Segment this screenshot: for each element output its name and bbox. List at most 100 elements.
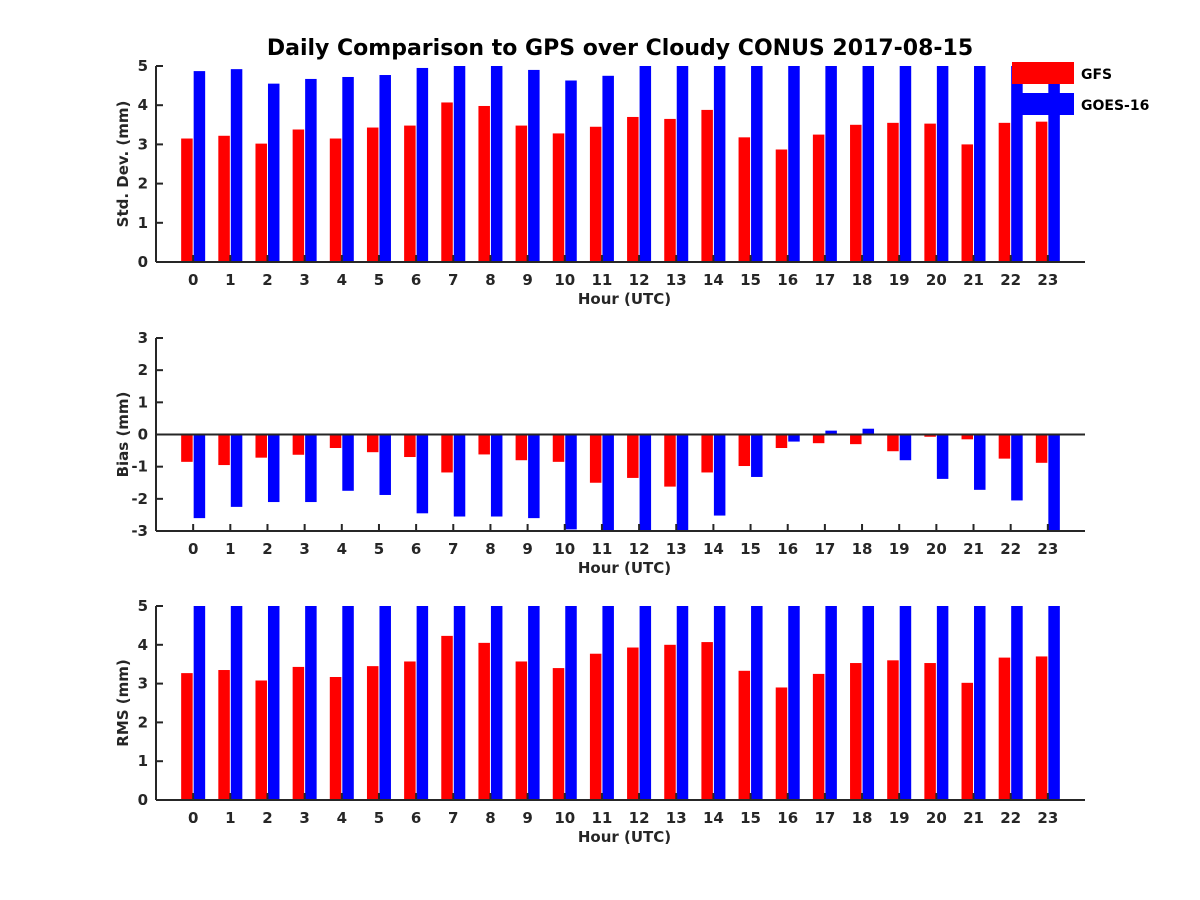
bar-goes-16-20: [936, 606, 949, 800]
x-tick-label: 7: [448, 809, 458, 827]
x-tick-label: 18: [852, 540, 873, 558]
bar-goes-16-10: [565, 80, 577, 262]
x-tick-label: 23: [1037, 809, 1058, 827]
bar-gfs-2: [255, 680, 267, 800]
bar-gfs-6: [404, 125, 416, 262]
legend-swatch-gfs: [1012, 62, 1074, 84]
bar-goes-16-4: [342, 76, 354, 262]
bar-goes-16-3: [305, 606, 317, 800]
bar-gfs-5: [366, 127, 379, 262]
x-tick-label: 1: [225, 809, 235, 827]
bar-gfs-0: [181, 673, 193, 800]
bar-goes-16-18: [862, 606, 875, 800]
bar-gfs-16: [775, 434, 788, 449]
bar-goes-16-12: [639, 434, 652, 531]
bar-goes-16-10: [565, 606, 577, 800]
bar-goes-16-0: [193, 606, 206, 800]
bar-goes-16-12: [639, 66, 652, 262]
x-tick-label: 12: [629, 271, 650, 289]
y-tick-label: 2: [138, 175, 148, 193]
bar-goes-16-5: [379, 75, 391, 263]
x-tick-label: 12: [629, 809, 650, 827]
x-tick-label: 23: [1037, 540, 1058, 558]
bar-gfs-22: [998, 122, 1011, 262]
bar-goes-16-2: [267, 83, 280, 262]
x-tick-label: 0: [188, 540, 198, 558]
y-tick-label: 2: [138, 361, 148, 379]
bar-gfs-4: [329, 677, 342, 800]
bar-gfs-14: [701, 109, 713, 263]
bar-gfs-23: [1035, 656, 1048, 800]
bar-gfs-16: [775, 687, 788, 800]
x-tick-label: 13: [666, 540, 687, 558]
bar-gfs-17: [812, 134, 825, 262]
bar-gfs-17: [812, 673, 825, 800]
legend-swatch-goes-16: [1012, 93, 1074, 115]
x-tick-label: 2: [262, 540, 272, 558]
bar-gfs-1: [218, 434, 230, 466]
bar-goes-16-16: [788, 434, 800, 442]
x-tick-label: 20: [926, 540, 947, 558]
bar-goes-16-4: [342, 434, 354, 491]
x-tick-label: 16: [777, 540, 798, 558]
bar-goes-16-22: [1011, 606, 1023, 800]
x-tick-label: 3: [299, 271, 309, 289]
bar-gfs-3: [292, 434, 305, 455]
bar-gfs-14: [701, 434, 713, 473]
x-tick-label: 1: [225, 271, 235, 289]
bar-gfs-21: [961, 682, 974, 800]
bar-gfs-13: [664, 118, 676, 262]
y-tick-label: 0: [138, 791, 148, 809]
bar-goes-16-5: [379, 434, 391, 495]
x-tick-label: 7: [448, 271, 458, 289]
bar-goes-16-22: [1011, 434, 1023, 501]
x-tick-label: 6: [411, 809, 421, 827]
bar-gfs-12: [627, 647, 639, 800]
bar-goes-16-6: [416, 606, 429, 800]
bar-gfs-3: [292, 666, 305, 800]
bar-goes-16-4: [342, 606, 354, 800]
y-axis-label: Bias (mm): [114, 392, 132, 478]
x-tick-label: 21: [963, 540, 984, 558]
x-tick-label: 5: [374, 809, 384, 827]
bar-goes-16-13: [676, 606, 689, 800]
bar-gfs-6: [404, 434, 416, 458]
x-tick-label: 11: [591, 540, 612, 558]
y-tick-label: -1: [131, 458, 148, 476]
bar-goes-16-8: [490, 606, 503, 800]
bar-gfs-13: [664, 644, 676, 800]
bar-goes-16-6: [416, 434, 429, 514]
x-tick-label: 21: [963, 809, 984, 827]
bar-goes-16-20: [936, 434, 949, 479]
bar-gfs-22: [998, 434, 1011, 459]
x-tick-label: 5: [374, 540, 384, 558]
bar-goes-16-19: [899, 66, 912, 262]
bar-goes-16-18: [862, 428, 875, 435]
bar-gfs-2: [255, 434, 267, 458]
x-tick-label: 6: [411, 271, 421, 289]
bar-gfs-10: [552, 434, 565, 462]
bar-goes-16-17: [825, 430, 837, 435]
bar-goes-16-11: [602, 434, 614, 531]
x-tick-label: 8: [485, 809, 495, 827]
bar-goes-16-5: [379, 606, 391, 800]
x-tick-label: 9: [522, 271, 532, 289]
bar-goes-16-1: [230, 606, 243, 800]
x-tick-label: 11: [591, 809, 612, 827]
bar-gfs-7: [441, 102, 453, 263]
bar-gfs-8: [478, 105, 490, 262]
y-tick-label: 5: [138, 597, 148, 615]
x-tick-label: 10: [554, 809, 575, 827]
bar-goes-16-7: [453, 66, 466, 262]
y-axis-label: Std. Dev. (mm): [114, 101, 132, 228]
bar-gfs-7: [441, 434, 453, 473]
bar-goes-16-22: [1011, 66, 1023, 262]
x-tick-label: 0: [188, 809, 198, 827]
bar-gfs-19: [887, 660, 899, 800]
legend: GFS GOES-16: [1012, 62, 1149, 115]
x-tick-label: 4: [337, 271, 347, 289]
x-tick-label: 18: [852, 271, 873, 289]
x-tick-label: 19: [889, 271, 910, 289]
